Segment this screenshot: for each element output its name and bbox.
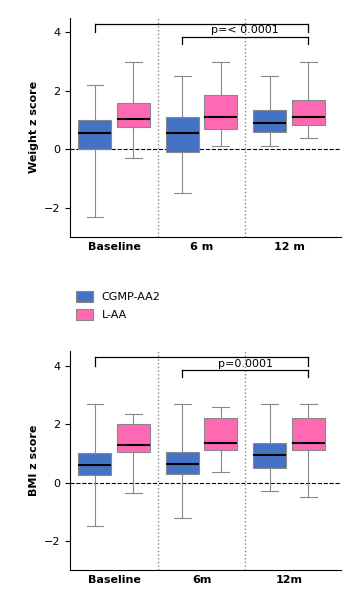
PathPatch shape	[78, 453, 112, 475]
Y-axis label: BMI z score: BMI z score	[29, 425, 39, 497]
Text: p=< 0.0001: p=< 0.0001	[212, 26, 279, 36]
PathPatch shape	[253, 110, 287, 132]
PathPatch shape	[117, 424, 150, 452]
PathPatch shape	[291, 100, 325, 125]
Y-axis label: Weight z score: Weight z score	[29, 81, 39, 173]
PathPatch shape	[253, 443, 287, 468]
Text: p=0.0001: p=0.0001	[218, 359, 273, 368]
PathPatch shape	[166, 117, 199, 152]
PathPatch shape	[166, 452, 199, 474]
PathPatch shape	[78, 120, 112, 149]
PathPatch shape	[204, 95, 237, 129]
PathPatch shape	[291, 418, 325, 450]
PathPatch shape	[117, 103, 150, 128]
Legend: CGMP-AA2, L-AA: CGMP-AA2, L-AA	[76, 291, 161, 320]
PathPatch shape	[204, 418, 237, 450]
